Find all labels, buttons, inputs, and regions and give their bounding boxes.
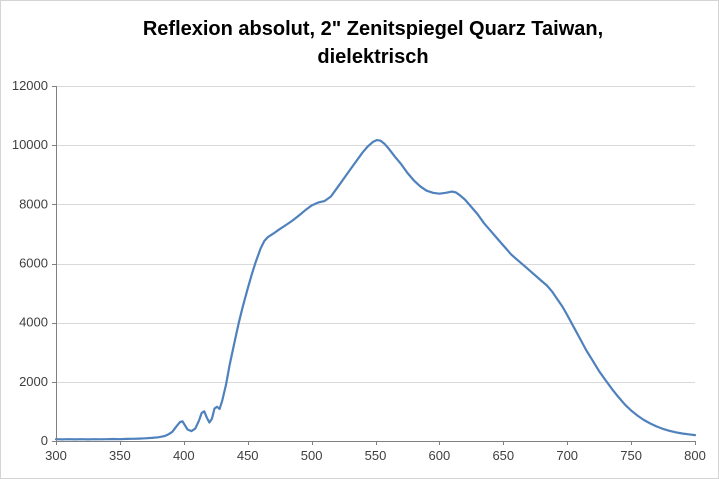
x-tick-label: 500 (301, 448, 323, 463)
y-tick-label: 8000 (19, 196, 48, 211)
data-series (54, 139, 697, 441)
reflexion-line (54, 139, 697, 441)
x-tick-label: 650 (492, 448, 514, 463)
x-tick-label: 550 (365, 448, 387, 463)
axes (52, 86, 696, 445)
y-tick-label: 12000 (12, 78, 48, 93)
y-tick-label: 0 (41, 433, 48, 448)
y-tick-label: 10000 (12, 137, 48, 152)
x-tick-label: 750 (620, 448, 642, 463)
y-tick-label: 2000 (19, 374, 48, 389)
x-tick-label: 300 (45, 448, 67, 463)
y-tick-label: 6000 (19, 256, 48, 271)
gridlines (56, 86, 695, 383)
x-tick-label: 350 (109, 448, 131, 463)
x-tick-label: 450 (237, 448, 259, 463)
x-tick-label: 400 (173, 448, 195, 463)
x-tick-label: 800 (684, 448, 706, 463)
x-tick-label: 600 (429, 448, 451, 463)
chart-title-line2: dielektrisch (317, 46, 428, 68)
y-tick-label: 4000 (19, 315, 48, 330)
x-tick-label: 700 (556, 448, 578, 463)
chart-title-line1: Reflexion absolut, 2" Zenitspiegel Quarz… (143, 18, 603, 40)
tick-labels: 0 2000 4000 6000 8000 10000 12000 300 350 400 450 5… (12, 78, 706, 463)
